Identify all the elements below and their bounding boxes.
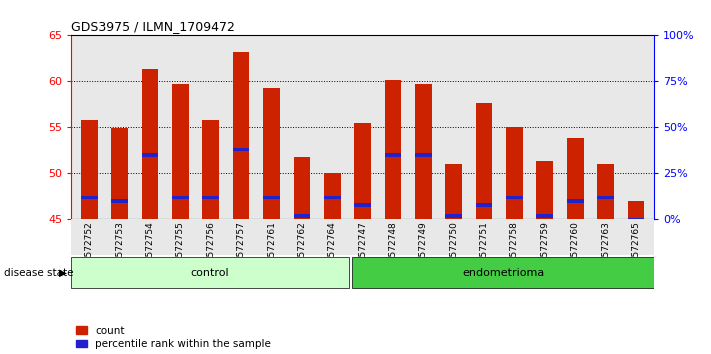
Text: GSM572750: GSM572750 — [449, 221, 458, 276]
Bar — [537, 161, 553, 219]
Text: GSM572752: GSM572752 — [85, 221, 94, 276]
Bar — [445, 214, 462, 218]
Bar — [203, 120, 219, 219]
Bar — [567, 138, 584, 219]
Bar — [112, 129, 128, 219]
Bar — [415, 153, 432, 157]
Text: GSM572748: GSM572748 — [388, 221, 397, 276]
Bar — [263, 195, 280, 199]
Text: GSM572761: GSM572761 — [267, 221, 276, 276]
Bar — [597, 164, 614, 219]
Bar — [506, 195, 523, 199]
Bar — [537, 214, 553, 218]
Bar — [232, 148, 250, 152]
Bar — [354, 203, 371, 207]
Text: GSM572762: GSM572762 — [297, 221, 306, 276]
Bar — [476, 103, 493, 219]
Bar — [232, 52, 250, 219]
Bar — [81, 120, 97, 219]
Bar — [354, 123, 371, 219]
Text: GSM572755: GSM572755 — [176, 221, 185, 276]
Bar — [352, 257, 654, 288]
Text: ▶: ▶ — [59, 268, 67, 278]
Bar — [294, 214, 310, 218]
Bar — [172, 195, 188, 199]
Text: GSM572749: GSM572749 — [419, 221, 428, 276]
Bar — [324, 195, 341, 199]
Bar — [597, 195, 614, 199]
Bar — [112, 199, 128, 203]
Text: GSM572763: GSM572763 — [601, 221, 610, 276]
Text: control: control — [191, 268, 230, 278]
Bar — [628, 201, 644, 219]
Text: GSM572759: GSM572759 — [540, 221, 550, 276]
Bar — [263, 88, 280, 219]
Bar — [172, 84, 188, 219]
Bar — [71, 257, 349, 288]
Bar — [141, 153, 159, 157]
Text: GSM572764: GSM572764 — [328, 221, 337, 276]
Text: GSM572747: GSM572747 — [358, 221, 367, 276]
Text: disease state: disease state — [4, 268, 73, 278]
Bar — [567, 199, 584, 203]
Text: GSM572756: GSM572756 — [206, 221, 215, 276]
Text: GDS3975 / ILMN_1709472: GDS3975 / ILMN_1709472 — [71, 20, 235, 33]
Bar — [628, 218, 644, 221]
Text: GSM572754: GSM572754 — [146, 221, 154, 276]
Bar — [476, 203, 493, 207]
Text: GSM572753: GSM572753 — [115, 221, 124, 276]
Bar — [385, 153, 401, 157]
Bar — [294, 157, 310, 219]
Text: GSM572758: GSM572758 — [510, 221, 519, 276]
Text: GSM572760: GSM572760 — [571, 221, 579, 276]
Text: GSM572751: GSM572751 — [480, 221, 488, 276]
Legend: count, percentile rank within the sample: count, percentile rank within the sample — [76, 326, 271, 349]
Bar — [506, 127, 523, 219]
Text: endometrioma: endometrioma — [462, 268, 544, 278]
Bar — [141, 69, 159, 219]
Bar — [81, 195, 97, 199]
Bar — [445, 164, 462, 219]
Text: GSM572765: GSM572765 — [631, 221, 641, 276]
Bar — [415, 84, 432, 219]
Bar — [324, 173, 341, 219]
Bar — [385, 80, 401, 219]
Bar — [203, 195, 219, 199]
Text: GSM572757: GSM572757 — [237, 221, 245, 276]
